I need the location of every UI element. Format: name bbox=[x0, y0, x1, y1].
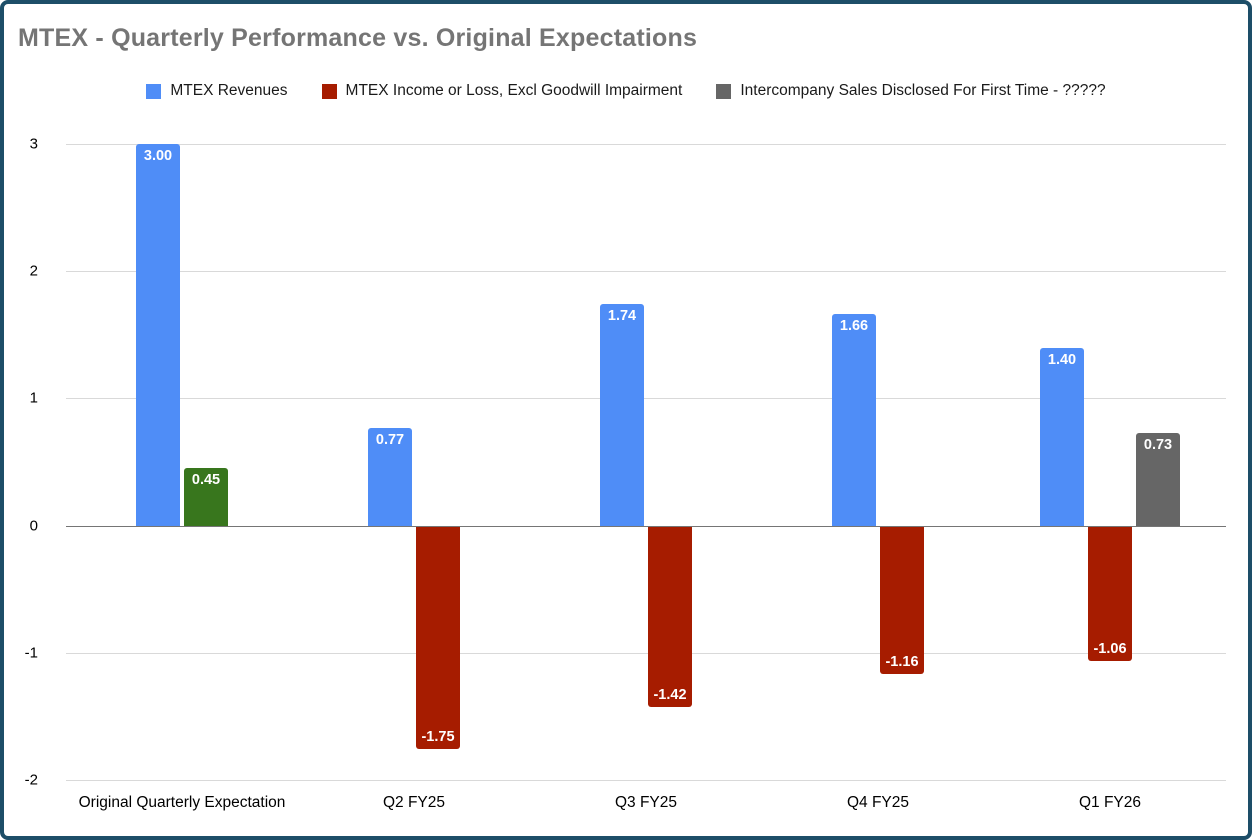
x-axis-category-label: Original Quarterly Expectation bbox=[78, 794, 286, 811]
bar-value-label: 1.74 bbox=[607, 308, 637, 325]
legend-label: Intercompany Sales Disclosed For First T… bbox=[740, 82, 1106, 99]
chart-bar: 1.40 bbox=[1040, 347, 1084, 526]
legend-swatch bbox=[321, 83, 337, 99]
chart-bar: -1.16 bbox=[880, 526, 924, 675]
y-axis-tick-label: -2 bbox=[24, 771, 38, 789]
bar-value-label: 1.40 bbox=[1047, 351, 1077, 368]
chart-bar: -1.42 bbox=[648, 526, 692, 708]
chart-bar: 0.73 bbox=[1136, 432, 1180, 526]
legend: MTEX Revenues MTEX Income or Loss, Excl G… bbox=[4, 82, 1248, 100]
plot-area: 3.00 0.45 0.77 -1.75 1.74 -1.42 1.66 -1.16 1.40 -… bbox=[66, 144, 1226, 781]
legend-swatch bbox=[716, 83, 732, 99]
x-axis-category-label: Q3 FY25 bbox=[614, 794, 678, 811]
y-axis-tick-label: 1 bbox=[29, 389, 38, 407]
chart-bar: -1.06 bbox=[1088, 526, 1132, 662]
x-axis: Original Quarterly Expectation Q2 FY25 Q3 … bbox=[66, 794, 1226, 824]
chart-bar: 0.45 bbox=[184, 468, 228, 526]
bar-value-label: -1.16 bbox=[885, 654, 919, 671]
zero-axis-line bbox=[66, 525, 1226, 527]
chart-bar: 1.66 bbox=[832, 314, 876, 526]
bar-value-label: 1.66 bbox=[839, 318, 869, 335]
legend-label: MTEX Revenues bbox=[170, 82, 288, 99]
y-axis: 3 2 1 0 -1 -2 bbox=[4, 136, 52, 789]
bar-value-label: 0.77 bbox=[375, 431, 405, 448]
legend-item: MTEX Revenues bbox=[146, 82, 288, 100]
chart-title: MTEX - Quarterly Performance vs. Origina… bbox=[18, 24, 698, 52]
y-axis-tick-label: -1 bbox=[24, 644, 38, 662]
x-axis-category-label: Q2 FY25 bbox=[382, 794, 446, 811]
gridline bbox=[66, 144, 1226, 145]
gridline bbox=[66, 652, 1226, 654]
x-axis-category-label: Q1 FY26 bbox=[1078, 794, 1142, 811]
gridline bbox=[66, 780, 1226, 781]
gridline bbox=[66, 398, 1226, 400]
chart-bar: 3.00 bbox=[136, 144, 180, 526]
y-axis-tick-label: 3 bbox=[29, 135, 38, 153]
bar-value-label: -1.06 bbox=[1093, 641, 1127, 658]
bar-value-label: 0.73 bbox=[1143, 436, 1173, 453]
legend-item: MTEX Income or Loss, Excl Goodwill Impai… bbox=[321, 82, 683, 100]
bar-value-label: -1.75 bbox=[421, 729, 455, 746]
legend-item: Intercompany Sales Disclosed For First T… bbox=[716, 82, 1106, 100]
gridline bbox=[66, 271, 1226, 273]
chart-bar: -1.75 bbox=[416, 526, 460, 750]
y-axis-tick-label: 2 bbox=[29, 262, 38, 280]
legend-swatch bbox=[146, 83, 162, 99]
bar-value-label: 3.00 bbox=[143, 148, 173, 164]
chart-bar: 0.77 bbox=[368, 427, 412, 526]
x-axis-category-label: Q4 FY25 bbox=[846, 794, 910, 811]
bar-value-label: -1.42 bbox=[653, 687, 687, 704]
legend-label: MTEX Income or Loss, Excl Goodwill Impai… bbox=[345, 82, 683, 99]
bar-value-label: 0.45 bbox=[191, 472, 221, 489]
chart-bar: 1.74 bbox=[600, 304, 644, 526]
y-axis-tick-label: 0 bbox=[29, 517, 38, 535]
